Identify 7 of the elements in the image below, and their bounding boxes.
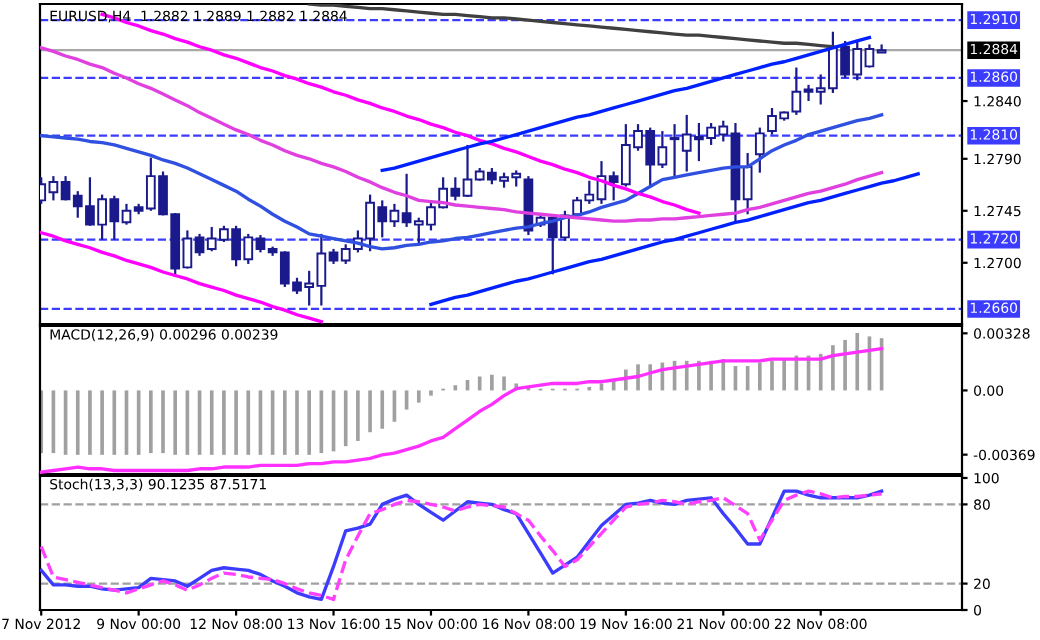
candlestick [754,126,765,174]
line-series [40,489,884,602]
line-series [40,113,884,251]
line-series [40,231,324,324]
line-series [40,346,884,474]
line-series [380,35,872,173]
line-series [429,172,920,307]
